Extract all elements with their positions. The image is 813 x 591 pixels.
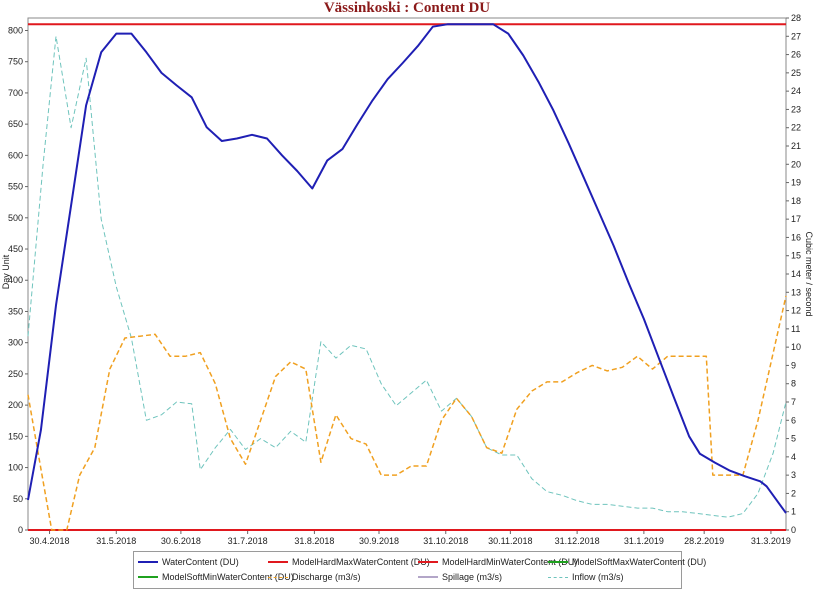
y-axis-ticks: 0 50 100 150 200 250 300 350 400 450 500 550 600 650 7… [8, 25, 28, 535]
x-tick-label: 30.6.2018 [161, 536, 201, 546]
x-tick-label: 30.4.2018 [30, 536, 70, 546]
legend-item: Discharge (m3/s) [268, 572, 361, 582]
x-tick-label: 31.8.2018 [294, 536, 334, 546]
y2-tick-label: 13 [791, 287, 801, 297]
legend-swatch [418, 561, 438, 563]
y-tick-label: 300 [8, 338, 23, 348]
y2-tick-label: 22 [791, 123, 801, 133]
y2-tick-label: 26 [791, 50, 801, 60]
legend-label: ModelHardMaxWaterContent (DU) [292, 557, 430, 567]
y2-tick-label: 4 [791, 452, 796, 462]
x-tick-label: 30.9.2018 [359, 536, 399, 546]
legend-label: WaterContent (DU) [162, 557, 239, 567]
chart-title: Vässinkoski : Content DU [324, 0, 490, 16]
legend-item: WaterContent (DU) [138, 557, 239, 567]
y-tick-label: 750 [8, 57, 23, 67]
x-tick-label: 31.10.2018 [423, 536, 468, 546]
legend-item: Spillage (m3/s) [418, 572, 502, 582]
y-tick-label: 200 [8, 400, 23, 410]
x-tick-label: 31.5.2018 [96, 536, 136, 546]
y2-tick-label: 6 [791, 415, 796, 425]
y2-tick-label: 12 [791, 306, 801, 316]
y2-tick-label: 28 [791, 13, 801, 23]
x-tick-label: 31.7.2018 [228, 536, 268, 546]
y-tick-label: 150 [8, 431, 23, 441]
series-line-0 [27, 23, 787, 514]
y2-tick-label: 25 [791, 68, 801, 78]
y2-tick-label: 18 [791, 196, 801, 206]
legend-item: ModelHardMinWaterContent (DU) [418, 557, 577, 567]
legend-label: Inflow (m3/s) [572, 572, 624, 582]
y-tick-label: 100 [8, 463, 23, 473]
series-lines [27, 23, 787, 531]
series-line-7 [27, 35, 787, 518]
y2-tick-label: 0 [791, 525, 796, 535]
legend-label: Spillage (m3/s) [442, 572, 503, 582]
y-tick-label: 450 [8, 244, 23, 254]
legend-swatch [268, 561, 288, 563]
y-tick-label: 550 [8, 182, 23, 192]
legend-item: ModelSoftMaxWaterContent (DU) [548, 557, 706, 567]
series-line-5 [27, 295, 787, 531]
y2-tick-label: 5 [791, 434, 796, 444]
y2-tick-label: 19 [791, 178, 801, 188]
x-axis-ticks: 30.4.2018 31.5.2018 30.6.2018 31.7.2018 31.8… [30, 530, 791, 546]
y2-tick-label: 2 [791, 488, 796, 498]
y2-axis-ticks: 0123456789101112131415161718192021222324… [786, 13, 801, 535]
y2-tick-label: 9 [791, 360, 796, 370]
x-tick-label: 31.3.2019 [751, 536, 791, 546]
legend-item: Inflow (m3/s) [548, 572, 624, 582]
y2-tick-label: 27 [791, 31, 801, 41]
y2-tick-label: 1 [791, 507, 796, 517]
legend-swatch [418, 576, 438, 578]
legend-swatch [548, 561, 568, 563]
legend-item: ModelHardMaxWaterContent (DU) [268, 557, 430, 567]
y-axis-label: Day Unit [1, 254, 11, 289]
chart-legend: WaterContent (DU) ModelHardMaxWaterConten… [133, 551, 706, 589]
y2-tick-label: 10 [791, 342, 801, 352]
x-tick-label: 28.2.2019 [684, 536, 724, 546]
y-tick-label: 250 [8, 369, 23, 379]
y-tick-label: 600 [8, 150, 23, 160]
y2-tick-label: 17 [791, 214, 801, 224]
legend-swatch [548, 576, 568, 578]
chart-svg: Vässinkoski : Content DU Day Unit Cubic … [1, 0, 813, 546]
y2-tick-label: 3 [791, 470, 796, 480]
legend-swatch [138, 561, 158, 563]
x-tick-label: 31.12.2018 [555, 536, 600, 546]
y2-tick-label: 7 [791, 397, 796, 407]
y-tick-label: 50 [13, 494, 23, 504]
y-tick-label: 500 [8, 213, 23, 223]
legend-label: ModelSoftMaxWaterContent (DU) [572, 557, 707, 567]
y2-tick-label: 14 [791, 269, 801, 279]
legend-swatch [138, 576, 158, 578]
legend-swatch [268, 576, 288, 578]
legend-label: ModelSoftMinWaterContent (DU) [162, 572, 294, 582]
legend-label: Discharge (m3/s) [292, 572, 361, 582]
y-tick-label: 700 [8, 88, 23, 98]
y2-axis-label: Cubic meter / second [804, 231, 813, 316]
y2-tick-label: 23 [791, 104, 801, 114]
y2-tick-label: 16 [791, 232, 801, 242]
y-tick-label: 400 [8, 275, 23, 285]
y-tick-label: 650 [8, 119, 23, 129]
y-tick-label: 350 [8, 306, 23, 316]
y-tick-label: 0 [18, 525, 23, 535]
y2-tick-label: 8 [791, 379, 796, 389]
x-tick-label: 30.11.2018 [488, 536, 532, 546]
legend-label: ModelHardMinWaterContent (DU) [442, 557, 578, 567]
legend-item: ModelSoftMinWaterContent (DU) [138, 572, 294, 582]
y-tick-label: 800 [8, 25, 23, 35]
y2-tick-label: 21 [791, 141, 801, 151]
y2-tick-label: 24 [791, 86, 801, 96]
x-tick-label: 31.1.2019 [624, 536, 664, 546]
plot-area-frame [27, 17, 787, 531]
y2-tick-label: 15 [791, 251, 801, 261]
y2-tick-label: 11 [791, 324, 800, 334]
y2-tick-label: 20 [791, 159, 801, 169]
